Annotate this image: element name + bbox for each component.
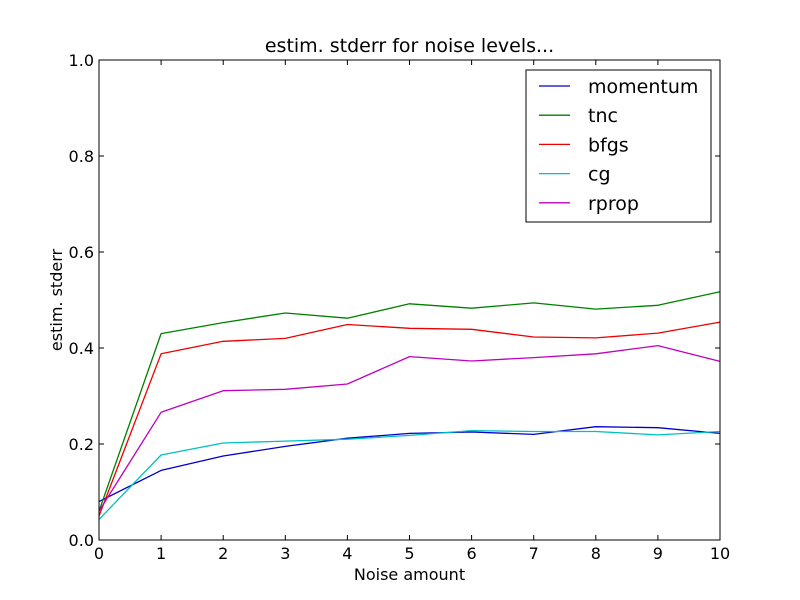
plot-area: 0 1 2 3 4 5 6 7 8 9 10 0.0 0.2 0.4 0.6 0.8 1.0 momentum tn… [69, 51, 731, 563]
y-tick-label: 0.8 [69, 147, 94, 166]
chart-title: estim. stderr for noise levels... [265, 35, 554, 57]
series-line-rprop [98, 344, 721, 512]
legend-box [525, 69, 712, 223]
x-tick-label: 9 [653, 544, 663, 563]
x-axis-title: Noise amount [354, 565, 465, 584]
x-tick-label: 3 [280, 544, 290, 563]
y-tick-label: 0.6 [69, 243, 94, 262]
y-tick-label: 0.4 [69, 339, 94, 358]
legend-label-bfgs: bfgs [588, 134, 629, 156]
y-tick-label: 0.0 [69, 531, 94, 550]
x-tick-label: 1 [156, 544, 166, 563]
y-tick-label: 0.2 [69, 435, 94, 454]
legend-label-tnc: tnc [588, 105, 618, 127]
series-line-momentum [98, 426, 721, 503]
x-tick-label: 5 [404, 544, 414, 563]
x-tick-label: 2 [218, 544, 228, 563]
legend-label-rprop: rprop [588, 193, 639, 215]
series-line-bfgs [98, 321, 721, 517]
legend-label-momentum: momentum [588, 76, 698, 98]
x-tick-label: 7 [529, 544, 539, 563]
legend-label-cg: cg [588, 164, 611, 186]
series-line-tnc [98, 291, 721, 512]
y-tick-label: 1.0 [69, 51, 94, 70]
x-tick-label: 8 [591, 544, 601, 563]
x-tick-label: 10 [710, 544, 730, 563]
x-tick-label: 6 [467, 544, 477, 563]
x-tick-label: 0 [94, 544, 104, 563]
series-line-cg [98, 429, 721, 520]
y-axis-title: estim. stderr [47, 249, 66, 352]
x-tick-label: 4 [342, 544, 352, 563]
